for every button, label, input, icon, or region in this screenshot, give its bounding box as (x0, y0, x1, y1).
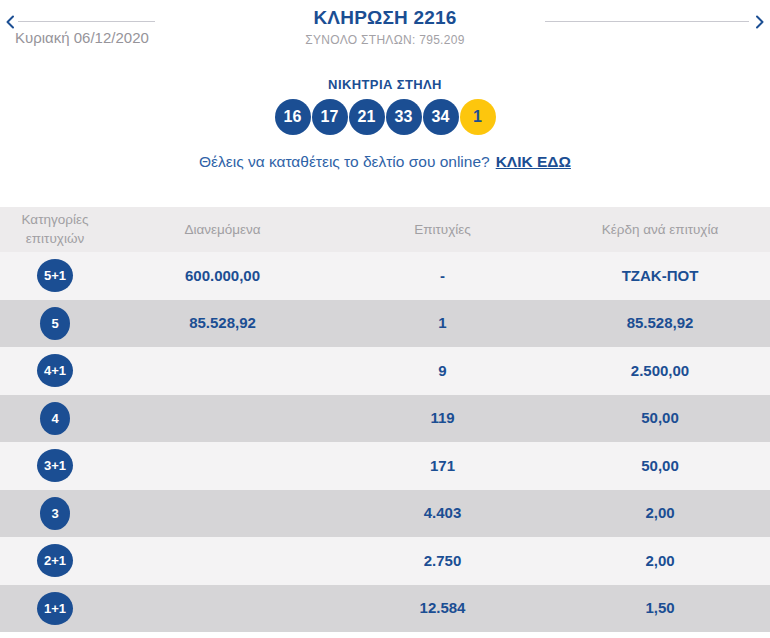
results-table-body: 5+1 600.000,00 - ΤΖΑΚ-ΠΟΤ 5 85.528,92 1 85.528,… (0, 252, 770, 632)
category-badge: 1+1 (37, 592, 73, 625)
category-badge: 2+1 (37, 544, 73, 577)
wins-value: - (440, 267, 445, 284)
chevron-right-icon (755, 15, 765, 29)
prize-row: 4+1 9 2.500,00 (0, 347, 770, 395)
prize-row: 5 85.528,92 1 85.528,92 (0, 300, 770, 348)
results-table-header: Κατηγορίες επιτυχιών Διανεμόμενα Επιτυχί… (0, 207, 770, 252)
online-prompt-text: Θέλεις να καταθέτεις το δελτίο σου onlin… (199, 153, 490, 170)
category-badge: 3+1 (37, 449, 73, 482)
category-badge: 4 (40, 402, 70, 435)
header-per-win: Κέρδη ανά επιτυχία (550, 222, 770, 237)
distributed-value: 600.000,00 (185, 267, 260, 284)
draw-header: Κυριακή 06/12/2020 ΚΛΗΡΩΣΗ 2216 ΣΥΝΟΛΟ Σ… (0, 0, 770, 60)
per-win-value: 85.528,92 (627, 314, 694, 331)
prize-row: 5+1 600.000,00 - ΤΖΑΚ-ΠΟΤ (0, 252, 770, 300)
next-draw-button[interactable] (754, 15, 766, 29)
winning-number-ball: 17 (312, 99, 348, 135)
total-columns-label: ΣΥΝΟΛΟ ΣΤΗΛΩΝ: 795.209 (0, 33, 770, 47)
header-wins: Επιτυχίες (335, 222, 550, 237)
draw-title: ΚΛΗΡΩΣΗ 2216 (0, 7, 770, 29)
per-win-value: 2,00 (645, 552, 674, 569)
prize-row: 4 119 50,00 (0, 395, 770, 443)
wins-value: 171 (430, 457, 455, 474)
per-win-value: 1,50 (645, 599, 674, 616)
header-categories: Κατηγορίες επιτυχιών (0, 211, 110, 249)
prize-row: 3+1 171 50,00 (0, 442, 770, 490)
results-table: Κατηγορίες επιτυχιών Διανεμόμενα Επιτυχί… (0, 207, 770, 632)
prize-row: 1+1 12.584 1,50 (0, 585, 770, 633)
category-badge: 5 (40, 307, 70, 340)
per-win-value: ΤΖΑΚ-ΠΟΤ (622, 267, 699, 284)
winning-number-ball: 34 (423, 99, 459, 135)
per-win-value: 50,00 (641, 409, 679, 426)
winning-number-ball: 33 (386, 99, 422, 135)
distributed-value: 85.528,92 (189, 314, 256, 331)
category-badge: 5+1 (37, 259, 73, 292)
per-win-value: 50,00 (641, 457, 679, 474)
wins-value: 2.750 (424, 552, 462, 569)
wins-value: 12.584 (420, 599, 466, 616)
divider-right (545, 21, 749, 22)
joker-number-ball: 1 (460, 99, 496, 135)
per-win-value: 2.500,00 (631, 362, 689, 379)
prize-row: 3 4.403 2,00 (0, 490, 770, 538)
winning-number-ball: 21 (349, 99, 385, 135)
wins-value: 119 (430, 409, 454, 426)
per-win-value: 2,00 (645, 504, 674, 521)
category-badge: 4+1 (37, 354, 73, 387)
click-here-link[interactable]: ΚΛΙΚ ΕΔΩ (496, 153, 571, 170)
winning-column-title: ΝΙΚΗΤΡΙΑ ΣΤΗΛΗ (0, 77, 770, 92)
winning-numbers: 16172133341 (0, 99, 770, 135)
wins-value: 9 (438, 362, 446, 379)
prize-row: 2+1 2.750 2,00 (0, 537, 770, 585)
wins-value: 1 (438, 314, 446, 331)
wins-value: 4.403 (424, 504, 462, 521)
online-prompt: Θέλεις να καταθέτεις το δελτίο σου onlin… (0, 153, 770, 171)
category-badge: 3 (40, 497, 70, 530)
joker-draw-results-page: Κυριακή 06/12/2020 ΚΛΗΡΩΣΗ 2216 ΣΥΝΟΛΟ Σ… (0, 0, 770, 638)
winning-number-ball: 16 (275, 99, 311, 135)
header-distributed: Διανεμόμενα (110, 222, 335, 237)
